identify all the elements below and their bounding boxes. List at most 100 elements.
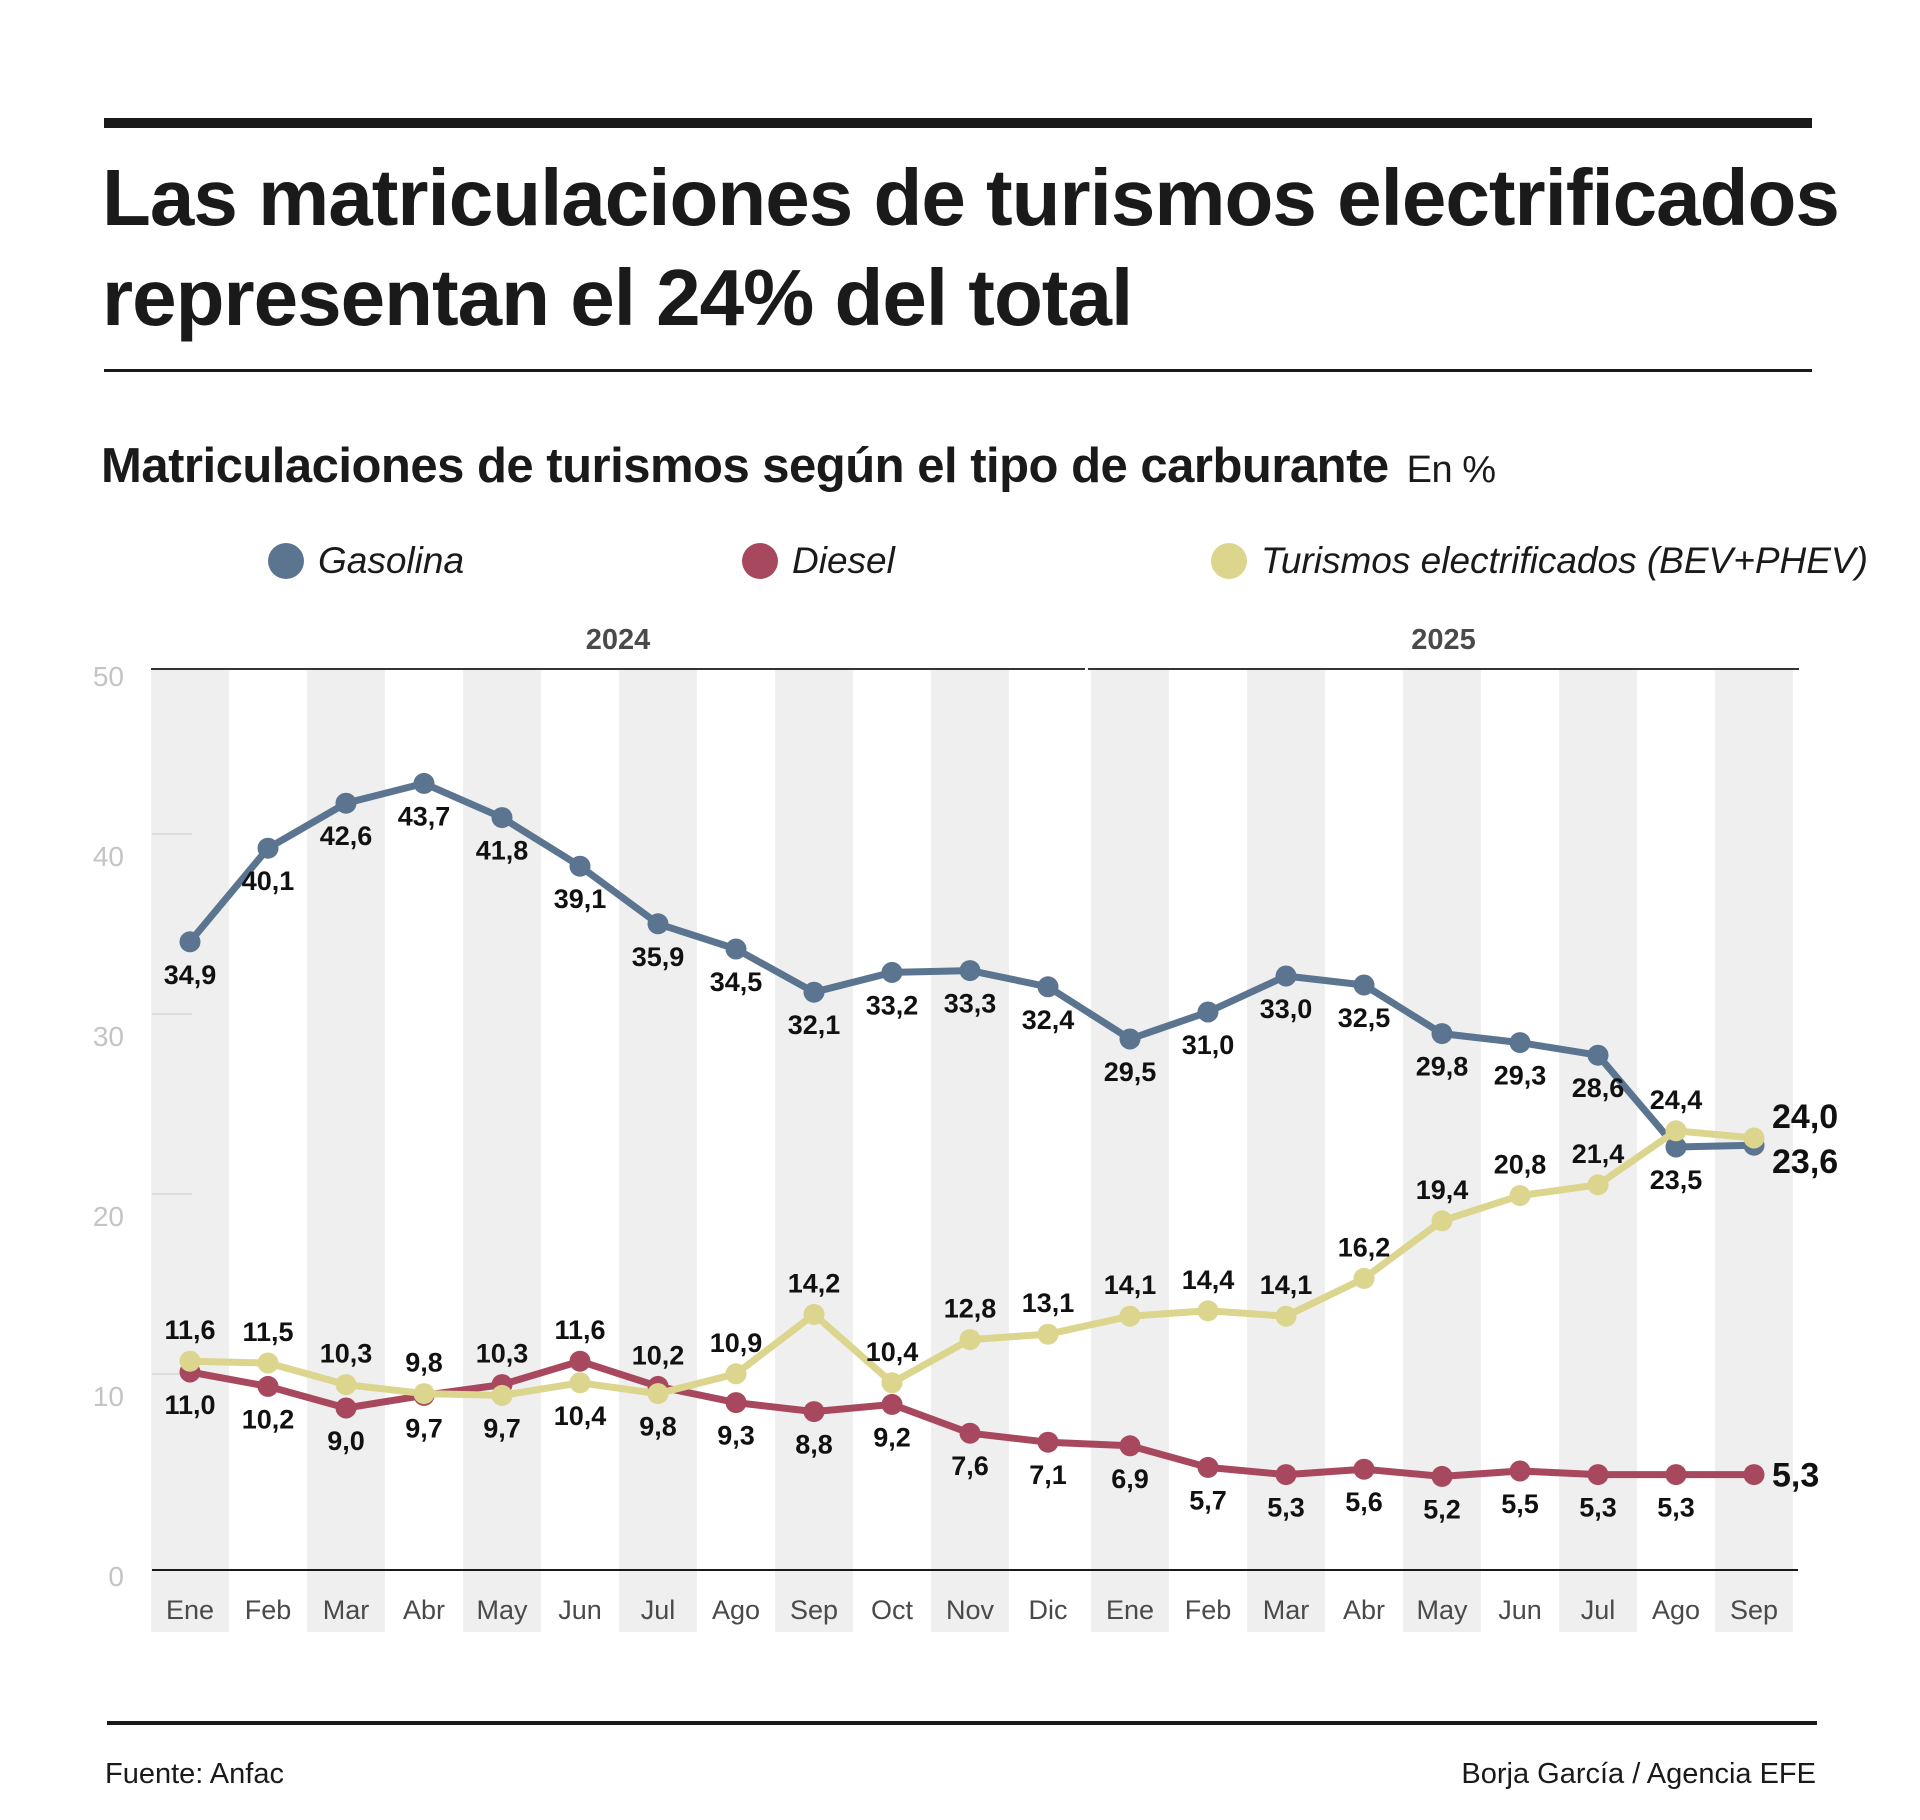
- data-label: 9,3: [717, 1421, 755, 1451]
- data-label: 11,6: [554, 1315, 605, 1345]
- data-point: [335, 1397, 357, 1419]
- x-tick-label: Abr: [403, 1595, 445, 1625]
- data-label: 12,8: [944, 1294, 997, 1324]
- y-tick-label: 0: [108, 1561, 124, 1592]
- legend-item-electrified: Turismos electrificados (BEV+PHEV): [1211, 540, 1868, 581]
- data-point: [257, 1375, 279, 1397]
- y-tick-label: 50: [93, 661, 124, 692]
- data-label: 24,4: [1650, 1085, 1703, 1115]
- column-band: [307, 669, 385, 1632]
- x-tick-label: Feb: [1185, 1595, 1232, 1625]
- data-point: [257, 1352, 279, 1374]
- year-group-label: 2025: [1411, 624, 1476, 656]
- data-point: [179, 931, 201, 953]
- subtitle-text: Matriculaciones de turismos según el tip…: [101, 439, 1389, 493]
- y-tick-label: 30: [93, 1021, 124, 1052]
- x-tick-label: Jul: [1581, 1595, 1616, 1625]
- data-label: 31,0: [1182, 1030, 1235, 1060]
- data-labels: 34,9 40,1 42,6 43,7 41,8 39,1 35,9 34,5 32,1 33,2…: [164, 801, 1838, 1524]
- data-point: [1509, 1032, 1531, 1054]
- data-label: 7,6: [951, 1451, 989, 1481]
- data-label: 5,3: [1657, 1493, 1695, 1523]
- data-label: 28,6: [1572, 1073, 1625, 1103]
- x-tick-label: May: [476, 1595, 528, 1625]
- x-tick-label: Jul: [641, 1595, 676, 1625]
- data-point: [1037, 1431, 1059, 1453]
- legend-item-diesel: Diesel: [742, 540, 895, 581]
- data-point: [1509, 1185, 1531, 1207]
- data-point: [257, 837, 279, 859]
- data-label: 33,0: [1260, 994, 1313, 1024]
- data-point: [881, 1393, 903, 1415]
- column-band: [151, 669, 229, 1632]
- data-point: [803, 981, 825, 1003]
- data-label: 5,5: [1501, 1489, 1539, 1519]
- x-tick-label: Abr: [1343, 1595, 1385, 1625]
- data-label: 9,8: [639, 1412, 677, 1442]
- data-label: 5,3: [1772, 1457, 1819, 1495]
- data-label: 9,0: [327, 1426, 365, 1456]
- legend-label: Gasolina: [318, 540, 465, 581]
- data-label: 16,2: [1338, 1232, 1391, 1262]
- data-point: [1587, 1464, 1609, 1486]
- data-point: [959, 960, 981, 982]
- data-point: [959, 1329, 981, 1351]
- data-label: 10,4: [866, 1337, 919, 1367]
- x-tick-label: Ene: [166, 1595, 214, 1625]
- data-point: [1275, 1464, 1297, 1486]
- data-point: [959, 1422, 981, 1444]
- data-label: 33,3: [944, 989, 997, 1019]
- data-point: [647, 913, 669, 935]
- data-point: [1353, 1458, 1375, 1480]
- year-group-label: 2024: [586, 624, 651, 656]
- data-point: [569, 1350, 591, 1372]
- page-title: Las matriculaciones de turismos electrif…: [102, 153, 1840, 342]
- data-point: [1665, 1120, 1687, 1142]
- data-label: 32,1: [788, 1010, 841, 1040]
- data-point: [725, 1392, 747, 1414]
- x-tick-label: May: [1416, 1595, 1468, 1625]
- legend-label: Turismos electrificados (BEV+PHEV): [1261, 540, 1868, 581]
- legend-dot-icon: [742, 543, 778, 579]
- data-point: [1197, 1300, 1219, 1322]
- data-label: 5,2: [1423, 1494, 1461, 1524]
- data-label: 29,3: [1494, 1061, 1547, 1091]
- x-tick-label: Ago: [1652, 1595, 1700, 1625]
- chart-subtitle: Matriculaciones de turismos según el tip…: [101, 438, 1496, 494]
- data-label: 19,4: [1416, 1175, 1469, 1205]
- legend-item-gasolina: Gasolina: [268, 540, 465, 581]
- data-label: 34,5: [710, 967, 763, 997]
- data-point: [647, 1383, 669, 1405]
- data-point: [1743, 1464, 1765, 1486]
- data-label: 23,6: [1772, 1143, 1838, 1181]
- data-label: 10,9: [710, 1328, 763, 1358]
- data-point: [1431, 1210, 1453, 1232]
- data-label: 14,4: [1182, 1265, 1235, 1295]
- data-label: 11,6: [164, 1315, 215, 1345]
- data-label: 11,0: [164, 1390, 215, 1420]
- column-band: [463, 669, 541, 1632]
- data-point: [1037, 1323, 1059, 1345]
- data-point: [803, 1401, 825, 1423]
- data-point: [1743, 1127, 1765, 1149]
- data-point: [1119, 1435, 1141, 1457]
- column-band: [1247, 669, 1325, 1632]
- x-tick-label: Dic: [1029, 1595, 1068, 1625]
- data-point: [1119, 1028, 1141, 1050]
- data-label: 43,7: [398, 801, 451, 831]
- data-label: 5,6: [1345, 1487, 1383, 1517]
- y-tick-label: 20: [93, 1201, 124, 1232]
- data-label: 9,8: [405, 1348, 443, 1378]
- y-tick-label: 40: [93, 841, 124, 872]
- data-label: 14,1: [1260, 1270, 1313, 1300]
- data-point: [1665, 1136, 1687, 1158]
- data-label: 5,7: [1189, 1485, 1227, 1515]
- data-point: [1353, 1267, 1375, 1289]
- x-tick-label: Mar: [1263, 1595, 1310, 1625]
- legend-dot-icon: [1211, 543, 1247, 579]
- data-point: [1197, 1001, 1219, 1023]
- year-groups: 2024 2025: [151, 624, 1799, 670]
- data-point: [413, 1383, 435, 1405]
- data-label: 9,2: [873, 1422, 911, 1452]
- data-point: [1587, 1044, 1609, 1066]
